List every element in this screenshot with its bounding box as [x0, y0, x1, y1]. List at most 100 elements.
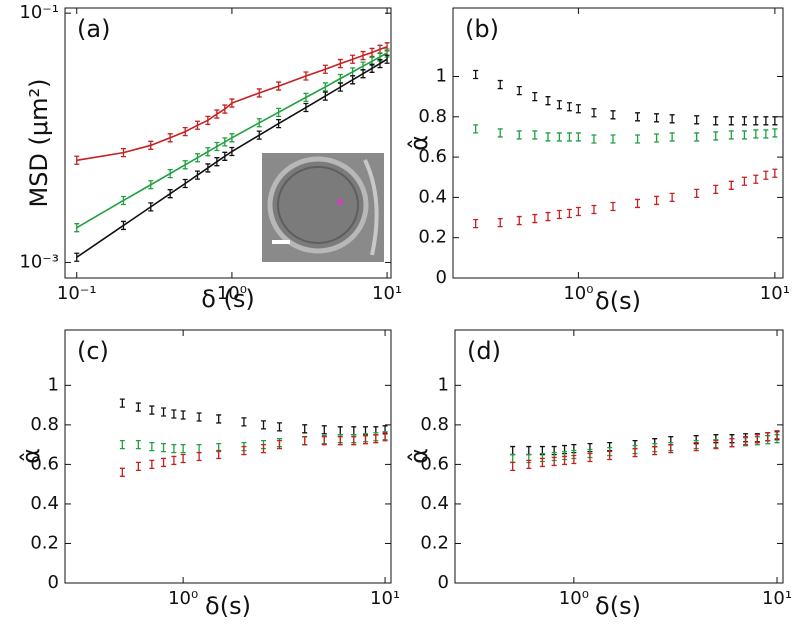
data-point [571, 454, 577, 465]
data-point [694, 188, 700, 199]
panel: 10⁰ 10¹ 0 0.2 0.4 0.6 0.8 1 (c) δ(s) α̂ [17, 329, 400, 620]
data-point [765, 432, 771, 442]
plot-frame [452, 7, 784, 279]
y-tick-label: 1 [48, 374, 59, 395]
x-axis-label: δ(s) [595, 592, 641, 620]
data-point [337, 426, 343, 436]
data-point [337, 58, 343, 69]
data-point [229, 133, 235, 143]
inset-scale-bar [272, 240, 290, 244]
y-tick-label: 0.6 [30, 453, 59, 474]
data-point [763, 129, 769, 139]
y-tick-label: 1 [436, 66, 447, 87]
data-point [196, 451, 202, 462]
data-point [575, 132, 581, 142]
y-axis-label: α̂ [405, 135, 433, 151]
data-point [713, 184, 719, 194]
data-point [194, 170, 200, 180]
data-point [669, 114, 675, 124]
data-point [120, 195, 126, 206]
data-point [774, 430, 780, 440]
data-point [148, 140, 154, 150]
inset-neighbour [363, 159, 379, 256]
data-point [161, 407, 167, 417]
y-tick-label: 10⁻³ [19, 251, 59, 272]
data-point [148, 180, 154, 190]
data-point [167, 189, 173, 199]
y-tick-label: 0.6 [418, 146, 447, 167]
plot-frame [454, 329, 784, 584]
data-point [276, 118, 282, 129]
data-point [303, 71, 309, 81]
y-tick-label: 0.8 [30, 414, 59, 435]
data-point [149, 441, 155, 452]
data-point [654, 133, 660, 143]
data-point [556, 209, 562, 220]
data-point [120, 220, 126, 231]
data-point [182, 178, 188, 189]
data-point [591, 108, 597, 118]
data-point [610, 201, 616, 212]
data-point [728, 180, 734, 190]
data-point [276, 422, 282, 432]
plot-frame [64, 329, 392, 584]
data-point [167, 133, 173, 143]
data-point [256, 130, 262, 140]
data-point [473, 218, 479, 229]
data-point [276, 439, 282, 450]
data-point [303, 102, 309, 113]
data-line [76, 52, 388, 229]
data-point [171, 443, 177, 454]
data-point [566, 132, 572, 142]
data-point [566, 208, 572, 219]
data-point [654, 195, 660, 206]
data-point [149, 405, 155, 415]
data-point [135, 402, 141, 412]
data-point [119, 439, 125, 450]
data-point [545, 132, 551, 142]
data-point [753, 174, 759, 184]
panel-label: (c) [77, 337, 109, 365]
data-point [205, 147, 211, 157]
y-tick-label: 0.6 [420, 453, 449, 474]
data-point [180, 443, 186, 454]
data-point [753, 129, 759, 139]
x-axis-label: δ(s) [205, 592, 251, 620]
data-point [694, 132, 700, 142]
data-point [119, 467, 125, 477]
data-point [510, 461, 516, 472]
data-point [196, 412, 202, 422]
data-point [351, 426, 357, 436]
inset-image [262, 153, 384, 262]
data-point [337, 436, 343, 446]
data-point [632, 447, 638, 458]
data-point [161, 457, 167, 468]
x-axis-label: δ (s) [201, 285, 255, 313]
y-tick-label: 0.4 [420, 493, 449, 514]
x-axis-label: δ(s) [595, 287, 641, 315]
inset-particle [337, 199, 343, 205]
data-point [161, 442, 167, 453]
y-tick-label: 0 [48, 572, 59, 593]
data-point [229, 98, 235, 108]
data-point [694, 115, 700, 125]
data-point [337, 82, 343, 92]
data-point [729, 438, 735, 448]
data-point [276, 81, 282, 91]
data-point [256, 118, 262, 128]
data-point [214, 109, 220, 119]
data-point [551, 456, 557, 467]
data-point [587, 452, 593, 463]
data-point [360, 50, 366, 61]
data-point [497, 128, 503, 138]
data-point [728, 130, 734, 140]
data-point [351, 436, 357, 446]
data-point [635, 198, 641, 209]
y-axis-label: α̂ [405, 448, 433, 464]
data-point [539, 457, 545, 468]
data-point [322, 64, 328, 74]
data-point [753, 116, 759, 126]
data-point [545, 96, 551, 106]
data-point [772, 128, 778, 138]
